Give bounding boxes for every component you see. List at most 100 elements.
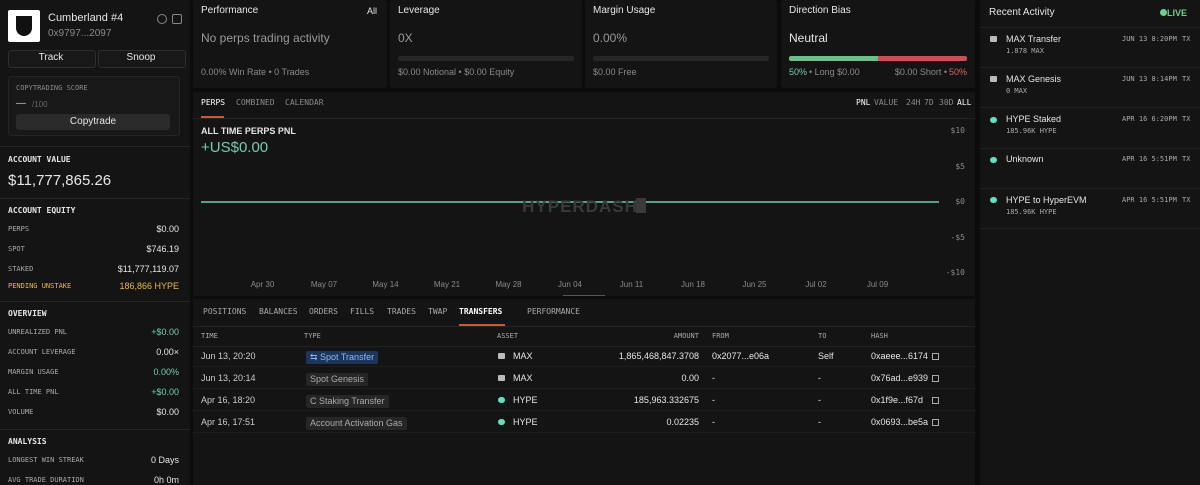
action-button-label[interactable]: Snoop (126, 52, 156, 63)
activity-time: JUN 13 8:20PM (1122, 34, 1177, 43)
progress-bar (593, 56, 769, 61)
divider (0, 198, 190, 199)
range-option[interactable]: ALL (957, 98, 972, 107)
card-footer: $0.00 Free (593, 66, 637, 77)
account-value: $11,777,865.26 (8, 171, 112, 189)
account-value-label: ACCOUNT VALUE (8, 155, 71, 164)
stat-card (193, 0, 387, 88)
card-main: 0.00% (593, 31, 628, 45)
share-icon[interactable] (157, 14, 167, 24)
action-button[interactable] (8, 50, 96, 68)
activity-item-title: HYPE Staked (1006, 114, 1062, 125)
type-badge: ⇆ Spot Transfer (306, 350, 379, 364)
chart-panel (193, 92, 975, 296)
table-tab[interactable]: PERFORMANCE (527, 307, 580, 316)
live-status: LIVE (1166, 7, 1187, 18)
range-option[interactable]: 24H (906, 98, 921, 107)
range-option[interactable]: 7D (924, 98, 934, 107)
range-option[interactable]: 30D (939, 98, 954, 107)
table-tab[interactable]: TRADES (387, 307, 416, 316)
cell-time: Jun 13, 20:20 (201, 350, 256, 361)
divider (980, 187, 1200, 189)
table-header: HASH (871, 331, 888, 340)
activity-tx-link[interactable]: TX (1182, 195, 1191, 204)
watermark-block (636, 198, 646, 213)
asset-icon (498, 375, 505, 381)
external-link-icon[interactable] (932, 397, 939, 404)
cell-from: - (712, 394, 715, 405)
cell-hash[interactable]: 0x1f9e...f67d (871, 394, 924, 405)
table-header: TYPE (304, 331, 321, 340)
activity-item-title: MAX Transfer (1006, 33, 1062, 44)
card-title: Performance (201, 5, 259, 16)
card-main: No perps trading activity (201, 31, 330, 45)
y-tick-label: $10 (950, 126, 965, 135)
cell-hash[interactable]: 0x76ad...e939 (871, 372, 929, 383)
stat-card (585, 0, 777, 88)
chart-tab[interactable]: PERPS (201, 98, 226, 107)
card-title: Leverage (398, 5, 440, 16)
table-tab[interactable]: BALANCES (259, 307, 298, 316)
copytrading-label: COPYTRADING SCORE (16, 83, 88, 92)
avatar (8, 10, 40, 42)
section-title: OVERVIEW (8, 309, 47, 318)
activity-icon (990, 197, 997, 204)
table-tab[interactable]: TWAP (428, 307, 448, 316)
cell-hash[interactable]: 0x0693...be5a (871, 416, 929, 427)
table-tab[interactable]: TRANSFERS (459, 307, 503, 316)
copytrade-button[interactable] (16, 114, 170, 130)
cell-amount: 1,865,468,847.3708 (618, 350, 699, 361)
external-link-icon[interactable] (932, 353, 939, 360)
y-tick-label: $5 (955, 161, 965, 171)
active-tab-underline (201, 116, 224, 118)
x-tick-label: May 07 (310, 280, 338, 289)
y-tick-label: -$5 (950, 232, 965, 242)
activity-tx-link[interactable]: TX (1182, 34, 1191, 43)
activity-detail: 0 MAX (1006, 86, 1028, 95)
chart-tab[interactable]: COMBINED (236, 98, 275, 107)
activity-icon (990, 116, 997, 123)
row-value: 186,866 HYPE (119, 280, 179, 291)
chart-mode[interactable]: PNL (856, 98, 871, 107)
cell-from: 0x2077...e06a (712, 350, 770, 361)
row-label: LONGEST WIN STREAK (8, 455, 84, 464)
divider (193, 346, 975, 347)
external-link-icon[interactable] (932, 419, 939, 426)
table-tab[interactable]: POSITIONS (203, 307, 247, 316)
table-panel (193, 299, 975, 485)
activity-title: Recent Activity (989, 7, 1055, 18)
action-button-label[interactable]: Track (38, 52, 64, 63)
row-value: 0.00× (156, 346, 179, 357)
table-tab[interactable]: ORDERS (309, 307, 338, 316)
row-label: SPOT (8, 244, 25, 253)
row-label: PENDING UNSTAKE (8, 281, 72, 290)
card-footer: 0.00% Win Rate • 0 Trades (201, 66, 310, 77)
row-value: $746.19 (146, 243, 179, 254)
card-dropdown[interactable]: All (366, 5, 377, 16)
cell-time: Apr 16, 18:20 (201, 394, 256, 405)
row-label: VOLUME (8, 407, 34, 416)
cell-hash[interactable]: 0xaeee...6174 (871, 350, 929, 361)
chart-mode[interactable]: VALUE (874, 98, 899, 107)
action-button[interactable] (98, 50, 186, 68)
x-icon[interactable] (172, 14, 182, 24)
x-tick-label: May 21 (433, 280, 461, 289)
table-tab[interactable]: FILLS (350, 307, 375, 316)
row-label: MARGIN USAGE (8, 367, 59, 376)
table-header: FROM (712, 331, 729, 340)
cell-to: - (818, 372, 821, 383)
row-value: $0.00 (156, 223, 179, 234)
activity-tx-link[interactable]: TX (1182, 155, 1191, 164)
divider (193, 432, 975, 433)
chart-tab[interactable]: CALENDAR (285, 98, 324, 107)
external-link-icon[interactable] (932, 375, 939, 382)
activity-tx-link[interactable]: TX (1182, 74, 1191, 83)
row-label: ALL TIME PNL (8, 387, 59, 396)
row-label: AVG TRADE DURATION (8, 475, 84, 484)
copytrade-label[interactable]: Copytrade (69, 116, 117, 127)
divider (193, 366, 975, 367)
row-value: $0.00 (156, 406, 179, 417)
table-header: TO (818, 331, 827, 340)
activity-tx-link[interactable]: TX (1182, 115, 1191, 124)
